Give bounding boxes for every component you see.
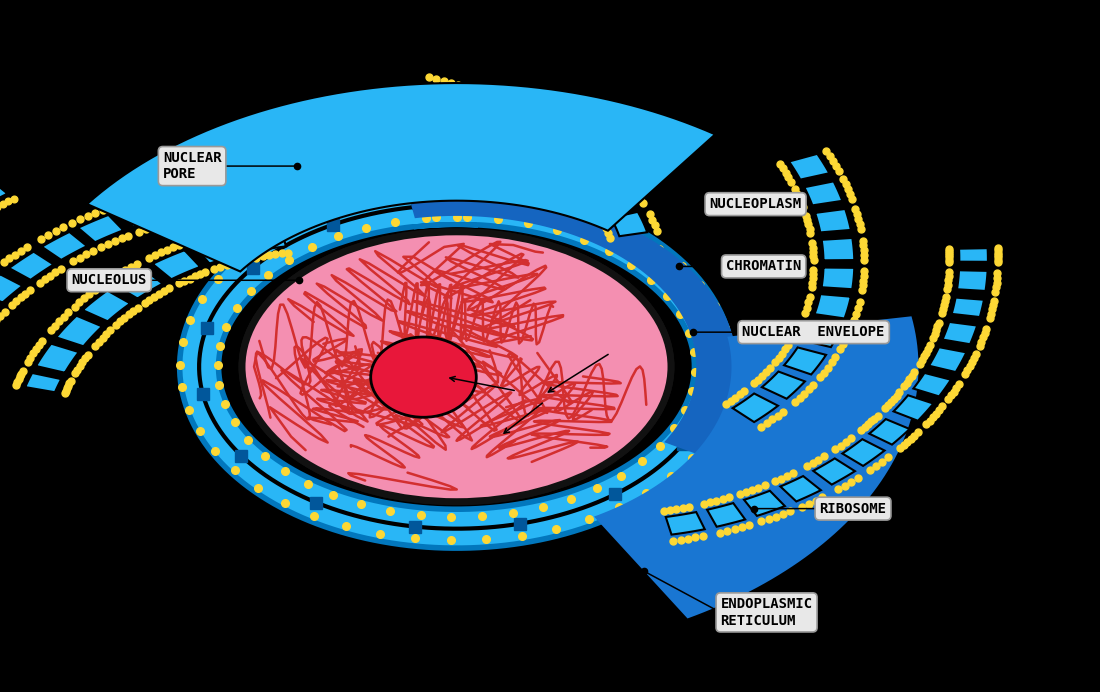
Polygon shape (9, 252, 54, 280)
Polygon shape (733, 394, 778, 422)
Polygon shape (42, 232, 87, 260)
Polygon shape (573, 163, 615, 190)
Polygon shape (813, 458, 855, 484)
Circle shape (242, 232, 671, 502)
Ellipse shape (371, 337, 476, 417)
Text: NUCLEOLUS: NUCLEOLUS (72, 273, 147, 287)
Polygon shape (789, 154, 829, 180)
Polygon shape (36, 344, 79, 373)
Polygon shape (451, 94, 493, 119)
Polygon shape (242, 228, 286, 252)
Polygon shape (784, 347, 826, 374)
Polygon shape (952, 298, 984, 317)
Text: ENDOPLASMIC
RETICULUM: ENDOPLASMIC RETICULUM (720, 597, 813, 628)
Polygon shape (666, 512, 705, 535)
Text: NUCLEOPLASM: NUCLEOPLASM (710, 197, 802, 211)
Polygon shape (959, 248, 988, 262)
Polygon shape (814, 294, 850, 318)
Polygon shape (843, 439, 884, 466)
Polygon shape (519, 124, 561, 150)
Text: NUCLEAR  ENVELOPE: NUCLEAR ENVELOPE (742, 325, 884, 339)
Polygon shape (893, 395, 934, 421)
Polygon shape (610, 212, 647, 236)
Polygon shape (744, 491, 785, 516)
Polygon shape (822, 268, 855, 289)
Polygon shape (78, 215, 123, 242)
Polygon shape (802, 322, 842, 347)
Polygon shape (119, 201, 163, 227)
Text: RIBOSOME: RIBOSOME (820, 502, 887, 516)
Polygon shape (486, 107, 529, 134)
Polygon shape (0, 181, 8, 206)
Polygon shape (25, 373, 62, 392)
Polygon shape (804, 181, 843, 206)
Polygon shape (56, 316, 102, 346)
Polygon shape (762, 372, 805, 399)
Circle shape (242, 232, 671, 502)
Text: NUCLEAR
PORE: NUCLEAR PORE (163, 151, 221, 181)
Polygon shape (869, 419, 910, 444)
Polygon shape (707, 503, 745, 527)
Ellipse shape (371, 337, 476, 417)
Polygon shape (0, 275, 23, 302)
Polygon shape (957, 271, 988, 291)
Polygon shape (408, 190, 737, 455)
Polygon shape (87, 83, 715, 271)
Polygon shape (548, 142, 591, 169)
Polygon shape (153, 251, 200, 280)
Polygon shape (930, 347, 967, 372)
Polygon shape (82, 291, 130, 321)
Polygon shape (116, 268, 163, 298)
Text: CHROMATIN: CHROMATIN (726, 260, 802, 273)
Polygon shape (822, 238, 855, 260)
Polygon shape (195, 236, 242, 264)
Polygon shape (780, 476, 821, 502)
Polygon shape (913, 373, 950, 397)
Polygon shape (594, 316, 918, 619)
Polygon shape (943, 322, 977, 344)
Polygon shape (815, 209, 851, 233)
Polygon shape (415, 83, 454, 107)
Polygon shape (594, 186, 634, 212)
